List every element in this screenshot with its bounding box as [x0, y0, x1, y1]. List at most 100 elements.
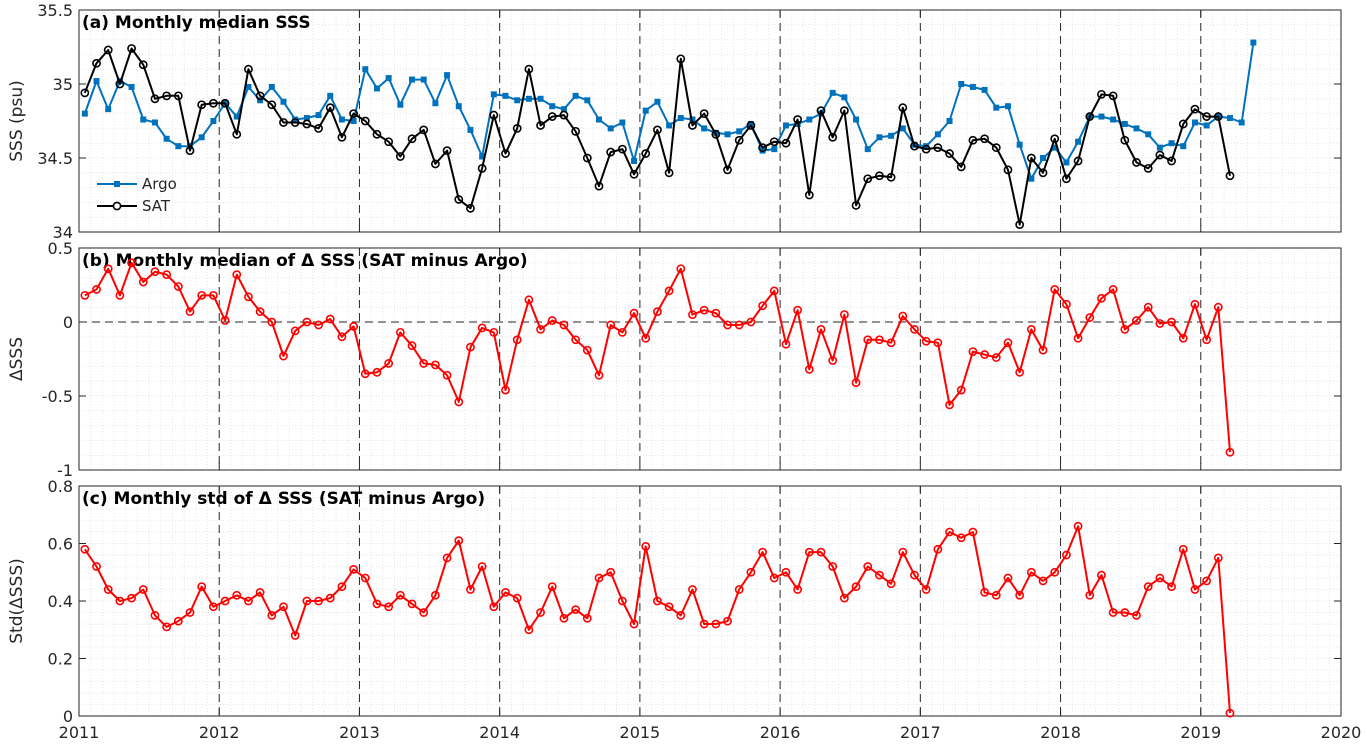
data-point [1145, 131, 1152, 138]
data-point [746, 317, 756, 327]
data-point [255, 307, 265, 317]
data-point [244, 64, 253, 74]
data-point [138, 60, 148, 70]
legend-label: Argo [142, 175, 177, 193]
data-point [582, 613, 592, 623]
data-point [898, 547, 908, 557]
data-point [325, 103, 335, 113]
data-point [653, 125, 662, 135]
data-point [1038, 168, 1048, 178]
data-point [407, 599, 417, 609]
data-point [782, 122, 789, 129]
data-point [525, 95, 532, 102]
data-point [314, 596, 323, 606]
data-point [419, 608, 429, 617]
data-point [1108, 608, 1118, 617]
data-point [1026, 324, 1036, 334]
data-point [372, 129, 382, 139]
data-point [537, 95, 544, 102]
data-point [454, 536, 464, 546]
data-point [150, 267, 160, 277]
data-point [711, 619, 721, 629]
data-point [1120, 135, 1130, 145]
data-point [723, 616, 732, 626]
data-point [103, 45, 113, 55]
data-point [945, 400, 954, 410]
data-point [956, 162, 966, 172]
data-point [1108, 91, 1118, 101]
data-point [407, 341, 417, 351]
x-tick-label: 2011 [59, 723, 100, 742]
data-point [1225, 171, 1235, 181]
data-point [1097, 89, 1106, 99]
data-point [466, 203, 475, 213]
x-tick-label: 2014 [479, 723, 520, 742]
data-point [875, 335, 884, 345]
data-point [816, 547, 826, 557]
data-point [886, 338, 896, 348]
data-point [1026, 153, 1036, 163]
axes-box [78, 9, 1342, 233]
data-point [140, 116, 147, 123]
data-point [945, 149, 954, 158]
data-point [337, 582, 347, 592]
data-point [1178, 544, 1188, 554]
data-point [898, 311, 908, 321]
data-point [127, 593, 136, 603]
data-point [888, 132, 895, 139]
data-point [642, 107, 649, 114]
data-point [711, 129, 721, 139]
data-point [502, 92, 509, 99]
data-point [560, 106, 567, 113]
data-point [303, 115, 310, 122]
data-point [956, 533, 966, 543]
data-point [654, 98, 661, 105]
data-point [699, 109, 709, 118]
data-point [781, 339, 791, 349]
y-tick-label: 0.4 [48, 592, 73, 611]
data-point [946, 118, 953, 124]
data-point [594, 181, 604, 191]
data-point [559, 613, 569, 623]
data-point [524, 625, 534, 635]
data-point [232, 129, 242, 139]
data-point [559, 110, 569, 120]
data-point [128, 83, 135, 90]
data-point [197, 290, 207, 300]
data-point [1016, 141, 1023, 148]
data-point [1015, 220, 1025, 229]
data-point [851, 582, 861, 592]
data-point [701, 125, 708, 132]
panel-title: (c) Monthly std of Δ SSS (SAT minus Argo… [82, 489, 485, 509]
data-point [734, 135, 744, 145]
data-point [664, 286, 674, 296]
data-point [92, 58, 101, 68]
data-point [1225, 447, 1235, 457]
data-point [1190, 299, 1200, 309]
data-point [395, 590, 405, 600]
data-point [921, 585, 931, 594]
data-point [138, 585, 148, 594]
data-point [80, 290, 90, 300]
data-point [512, 335, 522, 345]
data-point [127, 44, 136, 53]
data-point [1155, 573, 1165, 583]
data-point [829, 89, 836, 96]
data-point [723, 165, 732, 175]
data-point [349, 109, 359, 118]
data-point [1004, 103, 1011, 110]
data-point [1003, 573, 1013, 583]
data-point [1143, 582, 1153, 592]
data-point [477, 323, 487, 333]
data-point [991, 143, 1001, 153]
data-point [1225, 708, 1235, 718]
data-point [81, 110, 88, 117]
data-point [327, 92, 334, 99]
data-point [430, 590, 440, 600]
data-point [536, 608, 545, 617]
data-point [734, 585, 744, 594]
data-point [1085, 313, 1095, 322]
data-point [1178, 119, 1188, 129]
data-point [314, 320, 323, 330]
